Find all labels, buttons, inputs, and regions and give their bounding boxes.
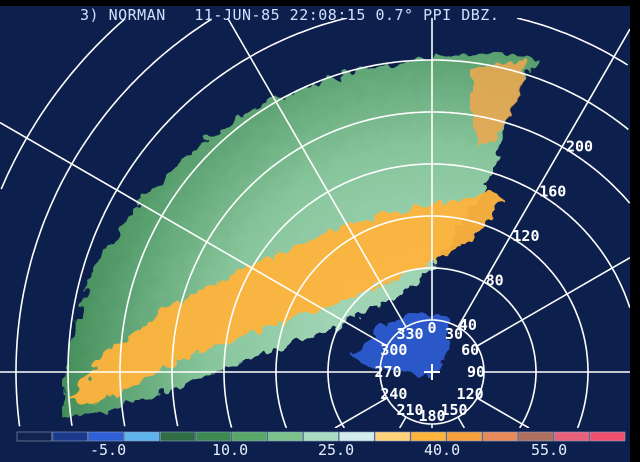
- color-scale-swatch: [195, 431, 232, 442]
- color-scale-swatch: [482, 431, 518, 442]
- range-ring: [15, 18, 213, 427]
- scale-label: 55.0: [531, 441, 568, 459]
- azimuth-line: [226, 18, 407, 328]
- azimuth-label: 90: [467, 363, 485, 381]
- scale-label: -5.0: [90, 441, 127, 459]
- color-scale-swatch: [339, 431, 375, 442]
- range-label: 160: [539, 182, 566, 200]
- azimuth-line: [476, 256, 630, 347]
- echo-strong-band: [70, 190, 505, 405]
- color-scale-swatch: [518, 431, 554, 442]
- range-label: 80: [486, 271, 504, 289]
- color-scale-swatch: [159, 431, 196, 442]
- range-ring: [171, 111, 630, 427]
- azimuth-line: [457, 28, 630, 328]
- azimuth-label: 300: [380, 341, 407, 359]
- scale-label: 10.0: [212, 441, 249, 459]
- color-scale-swatch: [124, 431, 160, 442]
- azimuth-label: 180: [418, 407, 445, 425]
- scale-label: 40.0: [424, 441, 461, 459]
- range-label: 200: [566, 138, 593, 156]
- azimuth-label: 60: [461, 341, 479, 359]
- range-ring: [67, 18, 629, 426]
- color-scale-swatch: [16, 431, 53, 442]
- azimuth-label: 150: [440, 401, 467, 419]
- echo-strong-top: [470, 58, 530, 150]
- azimuth-line: [476, 397, 530, 428]
- range-ring: [119, 59, 629, 427]
- color-scale-swatch: [374, 431, 411, 442]
- azimuth-label: 210: [396, 401, 423, 419]
- color-scale-swatch: [267, 431, 303, 442]
- range-label: 120: [512, 227, 539, 245]
- range-ring: [0, 18, 126, 190]
- scale-label: 25.0: [318, 441, 355, 459]
- azimuth-label: 0: [427, 319, 436, 337]
- azimuth-line: [334, 397, 388, 428]
- color-scale-swatch: [446, 431, 483, 442]
- azimuth-label: 240: [380, 385, 407, 403]
- azimuth-label: 30: [445, 325, 463, 343]
- echo-near-clutter: [350, 312, 450, 378]
- color-scale-bar: [16, 431, 626, 442]
- screen-bezel: [630, 0, 640, 462]
- color-scale-swatch: [589, 431, 626, 442]
- range-ring: [327, 267, 537, 428]
- color-scale-swatch: [52, 431, 88, 442]
- screen-bezel-top: [0, 0, 640, 6]
- range-label: 40: [459, 316, 477, 334]
- azimuth-label: 270: [374, 363, 401, 381]
- azimuth-line: [0, 121, 388, 347]
- range-ring: [275, 215, 589, 428]
- azimuth-line: [457, 416, 466, 428]
- color-scale-swatch: [554, 431, 590, 442]
- color-scale-swatch: [88, 431, 124, 442]
- azimuth-line: [398, 416, 407, 428]
- color-scale-swatch: [303, 431, 339, 442]
- azimuth-lines: [0, 18, 630, 428]
- azimuth-label: 120: [457, 385, 484, 403]
- azimuth-label: 330: [396, 325, 423, 343]
- range-ring: [223, 163, 630, 428]
- header-title: 3) NORMAN 11-JUN-85 22:08:15 0.7° PPI DB…: [80, 6, 500, 24]
- color-scale-swatch: [410, 431, 447, 442]
- color-scale-swatch: [231, 431, 268, 442]
